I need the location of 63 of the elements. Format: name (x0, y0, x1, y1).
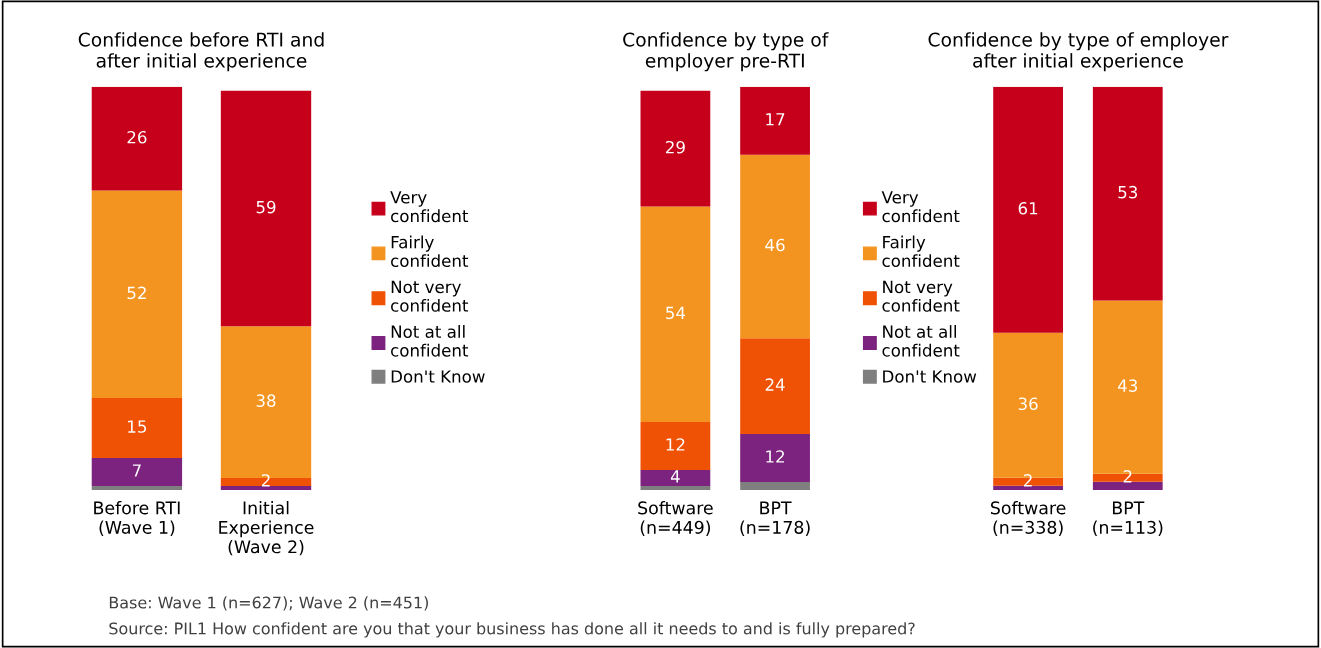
data-label: 12 (666, 438, 685, 451)
bar (640, 485, 711, 490)
bar (740, 154, 810, 339)
bar (993, 485, 1063, 490)
bar (993, 86, 1063, 333)
legend-label: Very confident (390, 191, 469, 223)
chart-title: Confidence by type of employer after initial experience (928, 32, 1229, 72)
bar (91, 190, 183, 399)
bar (91, 86, 183, 191)
legend-label: Don't Know (883, 370, 977, 383)
legend-label: Very confident (881, 191, 960, 223)
text: Base: Wave 1 (n=627); Wave 2 (n=451) (109, 596, 428, 611)
bar (740, 86, 810, 155)
x-tick-label: Software (n=338) (990, 501, 1066, 536)
bar (740, 481, 810, 490)
bar (640, 206, 711, 423)
bar (91, 457, 183, 486)
bar (220, 90, 312, 327)
x-tick-label: Before RTI (Wave 1) (94, 501, 180, 536)
data-label: 7 (132, 464, 141, 477)
bar (1092, 481, 1163, 490)
data-label: 24 (765, 378, 785, 391)
legend-label: Not at all confident (882, 325, 960, 357)
data-label: 52 (127, 286, 146, 300)
data-label: 4 (670, 470, 680, 483)
data-label: 59 (256, 200, 276, 214)
bar (220, 485, 312, 490)
data-label: 2 (261, 474, 270, 487)
data-label: 46 (765, 238, 785, 252)
data-label: 53 (1118, 185, 1138, 199)
x-tick-label: BPT (n=113) (1093, 501, 1163, 536)
legend-label: Fairly confident (882, 235, 960, 268)
legend-label: Not very confident (391, 280, 469, 312)
bar (91, 485, 183, 490)
bar (640, 469, 711, 486)
data-label: 29 (666, 140, 685, 154)
bar (91, 398, 183, 458)
x-tick-label: Initial Experience (Wave 2) (219, 501, 314, 556)
legend-label: Not at all confident (391, 325, 469, 357)
x-tick-label: BPT (n=178) (740, 501, 810, 536)
bar (1092, 86, 1163, 301)
data-label: 2 (1024, 474, 1032, 487)
source-note: Source: PIL1 How confident are you that your business has done all it needs to and is fully prepared? (109, 622, 915, 638)
data-label: 15 (128, 420, 147, 433)
data-label: 38 (256, 394, 276, 407)
data-label: 43 (1117, 379, 1138, 392)
x-tick-label: Software (n=449) (638, 501, 713, 536)
chart-title: Confidence by type of employer pre-RTI (623, 32, 829, 72)
data-label: 54 (666, 306, 686, 320)
data-label: 36 (1018, 397, 1038, 411)
bar (740, 338, 810, 435)
legend-label: Fairly confident (391, 235, 469, 268)
legend-label: Not very confident (882, 280, 960, 312)
data-label: 2 (1123, 470, 1132, 483)
data-label: 17 (766, 113, 785, 126)
bar (640, 422, 711, 470)
data-label: 12 (766, 450, 784, 463)
bar (740, 434, 810, 482)
data-label: 61 (1018, 201, 1038, 215)
legend-label: Don't Know (391, 370, 485, 383)
bar (640, 90, 711, 207)
data-label: 26 (127, 130, 147, 144)
chart-title: Confidence before RTI and after initial experience (78, 32, 324, 72)
